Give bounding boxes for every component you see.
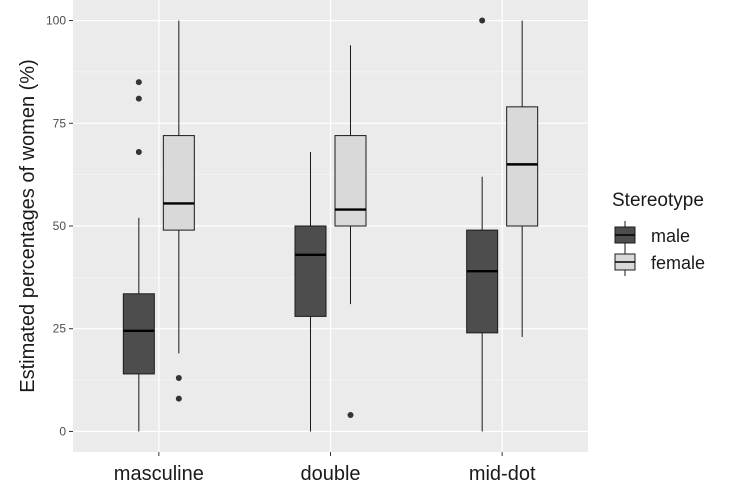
legend: Stereotype male female — [612, 190, 705, 276]
outlier-point — [175, 375, 182, 382]
x-tick-label-masculine: masculine — [114, 463, 204, 485]
grid-lines — [73, 0, 588, 452]
x-tick-label-mid-dot: mid-dot — [469, 463, 536, 485]
y-axis-title: Estimated percentages of women (%) — [17, 59, 39, 393]
legend-label: male — [651, 226, 690, 246]
box-male-double — [294, 152, 327, 432]
outlier-point — [135, 79, 142, 86]
box-male-mid-dot — [466, 17, 499, 432]
x-axis-ticks: masculine double mid-dot — [114, 452, 536, 485]
box-rect — [466, 229, 499, 334]
box-rect — [334, 135, 367, 227]
legend-label: female — [651, 253, 705, 273]
y-tick-label: 75 — [53, 116, 67, 130]
box-female-mid-dot — [506, 20, 539, 337]
legend-title: Stereotype — [612, 190, 704, 211]
outlier-point — [135, 95, 142, 102]
box-female-masculine — [162, 20, 195, 402]
legend-item-female: female — [614, 248, 705, 276]
y-tick-label: 25 — [53, 322, 67, 336]
y-tick-label: 100 — [46, 14, 66, 28]
outlier-point — [175, 395, 182, 402]
y-tick-label: 50 — [53, 219, 67, 233]
outlier-point — [479, 17, 486, 24]
box-rect — [294, 225, 327, 317]
outlier-point — [347, 412, 354, 419]
x-tick-label-double: double — [300, 463, 360, 485]
outlier-point — [135, 149, 142, 156]
y-axis-ticks: 0 25 50 75 100 — [46, 14, 73, 438]
box-male-masculine — [122, 79, 155, 432]
boxes-layer — [122, 17, 539, 432]
legend-item-male: male — [614, 221, 690, 249]
box-rect — [162, 135, 195, 231]
y-tick-label: 0 — [59, 424, 66, 438]
box-rect — [122, 293, 155, 375]
box-rect — [506, 106, 539, 227]
box-female-double — [334, 45, 367, 419]
